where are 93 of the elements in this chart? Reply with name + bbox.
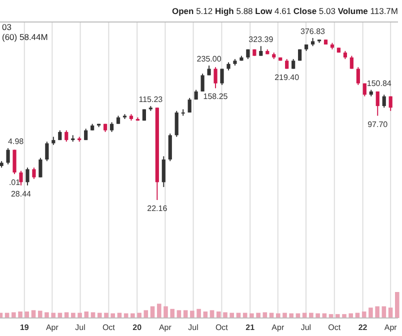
candlestick xyxy=(6,148,10,165)
bar xyxy=(130,313,135,318)
bar xyxy=(335,314,340,318)
bar xyxy=(196,308,201,318)
bar xyxy=(12,312,16,318)
candlestick xyxy=(376,90,380,116)
x-tick-label: 22 xyxy=(358,323,368,332)
candlestick xyxy=(285,58,289,70)
bar xyxy=(31,310,36,318)
bar xyxy=(348,313,354,318)
candlestick xyxy=(356,66,360,86)
bar xyxy=(289,313,294,318)
annotation: 4.98 xyxy=(8,137,24,146)
candlestick xyxy=(12,149,16,175)
x-tick-label: Jul xyxy=(75,323,86,332)
bar xyxy=(97,312,102,318)
candlestick xyxy=(350,55,354,70)
annotation: 219.40 xyxy=(274,72,300,82)
x-tick-label: 19 xyxy=(20,323,30,332)
annotation: 235.00 xyxy=(196,54,222,64)
bar xyxy=(38,310,42,318)
bar xyxy=(18,312,22,318)
bar xyxy=(144,310,148,318)
annotation: (60) 58.44M xyxy=(2,32,48,42)
bar xyxy=(78,312,82,318)
candlestick xyxy=(162,156,166,188)
x-tick-label: Oct xyxy=(328,323,342,332)
candlestick xyxy=(64,130,68,142)
bar xyxy=(44,312,49,318)
candlestick xyxy=(214,66,218,89)
annotation: 158.25 xyxy=(203,92,228,102)
bar xyxy=(104,312,108,318)
candlestick xyxy=(259,46,263,56)
bar xyxy=(282,312,287,318)
bar xyxy=(223,312,228,318)
x-tick-label: Apr xyxy=(272,323,284,332)
candlestick xyxy=(388,96,392,112)
candlestick xyxy=(292,58,296,70)
text: 03 xyxy=(2,22,12,32)
candlestick xyxy=(188,97,192,114)
bar xyxy=(375,306,380,318)
bar xyxy=(51,312,56,318)
annotation: 323.39 xyxy=(248,35,274,44)
candlestick xyxy=(207,65,211,76)
candlestick xyxy=(32,167,36,180)
annotation: 97.70 xyxy=(368,120,388,129)
x-tick-label: 20 xyxy=(132,323,142,332)
bar xyxy=(309,312,314,318)
x-tick-label: 21 xyxy=(246,323,256,332)
candlestick xyxy=(110,122,114,132)
x-tick-label: Oct xyxy=(102,323,116,332)
bar xyxy=(216,312,221,318)
bar xyxy=(164,306,168,318)
candlestick xyxy=(174,110,178,138)
bar xyxy=(210,310,214,318)
bar xyxy=(183,310,188,318)
annotation: 22.16 xyxy=(147,204,168,213)
bar xyxy=(250,313,254,318)
bar xyxy=(276,313,280,318)
candlestick xyxy=(26,167,30,186)
bar xyxy=(137,312,142,318)
text: Open 5.12 High 5.88 Low 4.61 Close 5.03 Volume 113.7M xyxy=(172,6,398,16)
annotation: 115.23 xyxy=(138,95,164,104)
candlestick xyxy=(38,157,42,178)
bar xyxy=(316,313,320,318)
bar xyxy=(156,304,162,318)
annotation: 376.83 xyxy=(300,27,326,36)
x-tick-label: Jul xyxy=(188,323,199,332)
annotation: 28.44 xyxy=(10,189,32,198)
candlestick xyxy=(19,170,23,186)
bar xyxy=(176,310,182,318)
candlestick xyxy=(220,68,224,86)
bar xyxy=(230,312,234,318)
x-tick-label: Apr xyxy=(46,323,59,332)
bar xyxy=(342,314,346,318)
bar xyxy=(190,310,194,318)
bar xyxy=(256,312,260,318)
x-tick-label: Jul xyxy=(300,323,312,332)
bar xyxy=(110,313,115,318)
x-tick-label: Apr xyxy=(384,323,398,332)
candlestick xyxy=(200,73,204,92)
candlestick xyxy=(45,141,49,162)
x-tick-label: Apr xyxy=(158,323,172,332)
bar xyxy=(368,308,373,318)
bar xyxy=(170,308,174,318)
x-tick-label: Oct xyxy=(215,323,229,332)
bar xyxy=(71,312,76,318)
bar xyxy=(395,292,400,318)
bar xyxy=(24,312,30,318)
annotation: 150.84 xyxy=(366,78,392,88)
candlestick xyxy=(362,82,366,97)
annotation: .01 xyxy=(8,178,21,188)
candlestick xyxy=(382,94,386,108)
